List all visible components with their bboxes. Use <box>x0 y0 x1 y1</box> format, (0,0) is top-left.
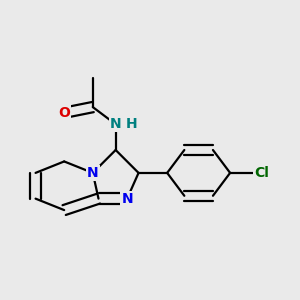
Text: Cl: Cl <box>254 166 269 180</box>
Text: N: N <box>110 117 122 131</box>
Text: N: N <box>87 166 99 180</box>
Text: O: O <box>58 106 70 120</box>
Text: N: N <box>121 192 133 206</box>
Text: H: H <box>126 117 137 131</box>
